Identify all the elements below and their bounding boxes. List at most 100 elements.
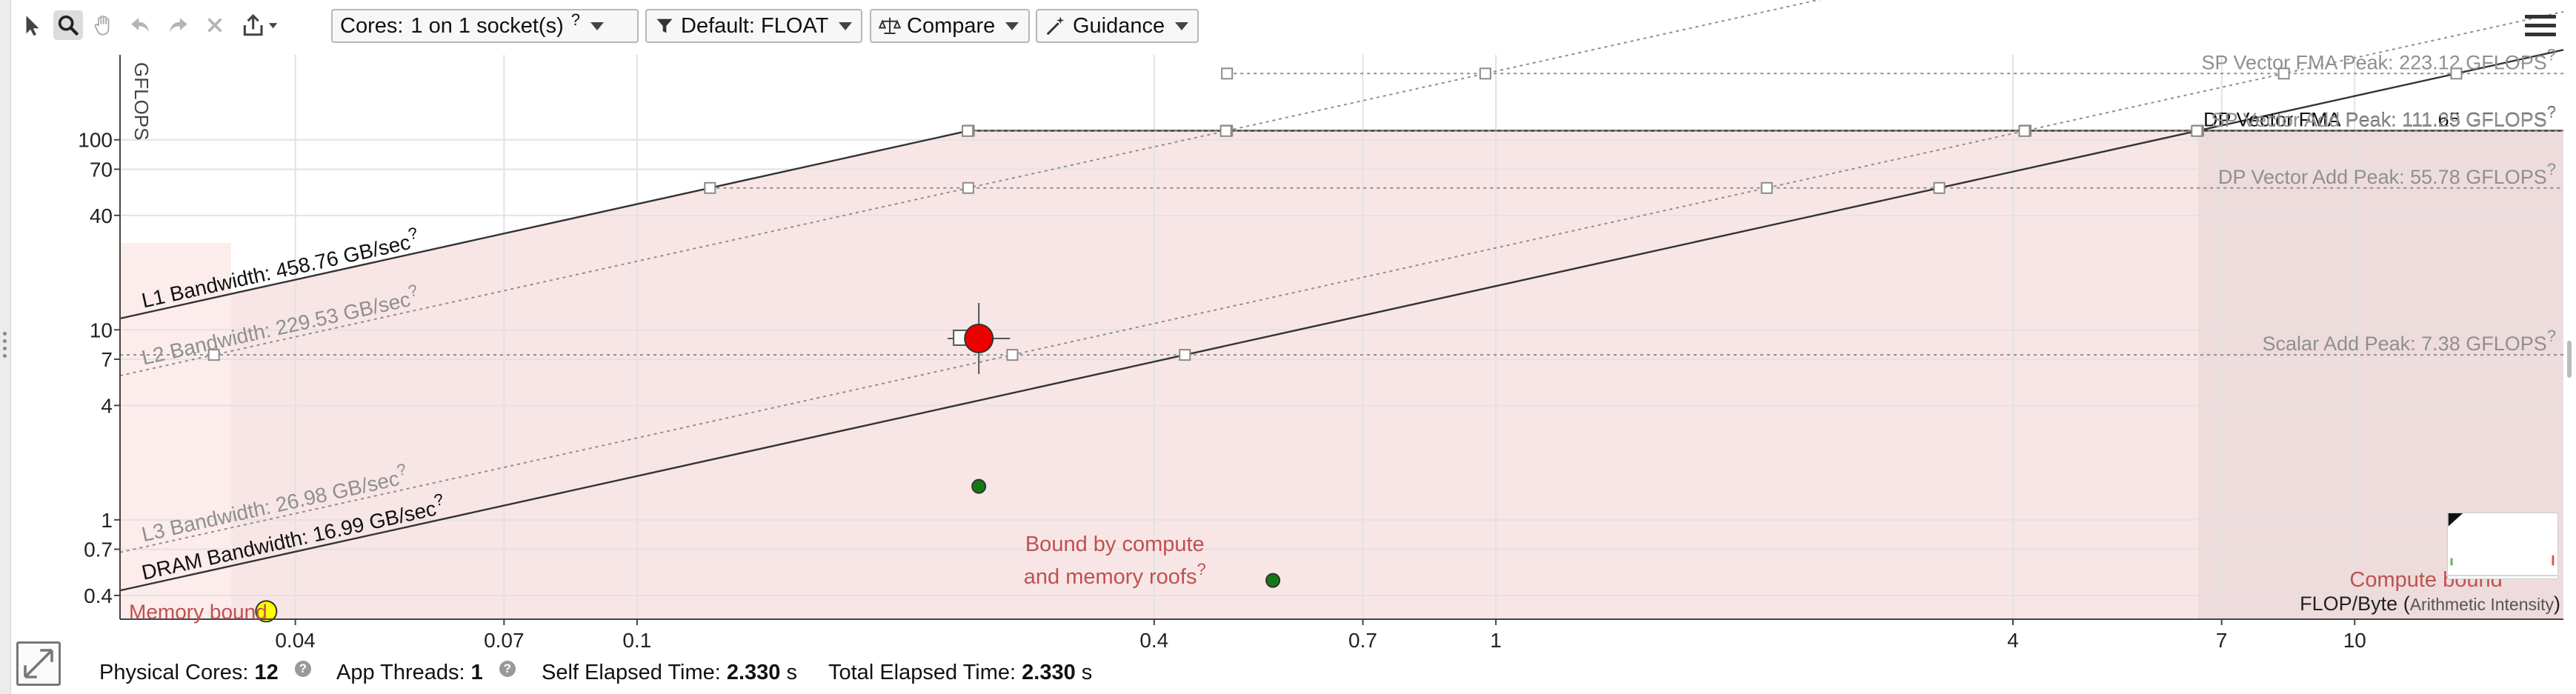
y-tick-label: 100 xyxy=(78,129,113,152)
splitter-grip-icon xyxy=(3,332,7,361)
chart-axes: 0.4 0.7 1 4 7 10 40 70 100 0.04 0.07 0.1 0.4 0.7 1 4 7 10… xyxy=(78,55,2563,652)
roof-handle xyxy=(962,124,974,137)
filter-value: Default: FLOAT xyxy=(681,13,829,38)
total-time-unit: s xyxy=(1081,661,1093,684)
export-icon[interactable] xyxy=(236,10,287,40)
guidance-label: Guidance xyxy=(1073,13,1165,38)
compute-roof-label: DP Vector FMA Peak: 111.65 GFLOPS? xyxy=(2203,102,2556,130)
roofline-region xyxy=(120,130,2563,620)
filter-icon xyxy=(656,19,673,33)
self-time-unit: s xyxy=(786,661,798,684)
both-bound-label-line2: and memory roofs? xyxy=(1024,560,1206,589)
clear-icon[interactable] xyxy=(200,10,230,40)
compute-roof-label-text: Scalar Add Peak: 7.38 GFLOPS xyxy=(2263,333,2547,355)
x-axis-title-sub: Arithmetic Intensity xyxy=(2410,595,2555,614)
roof-handle xyxy=(1933,181,1946,194)
chart-points xyxy=(255,303,1281,623)
both-bound-help-icon: ? xyxy=(1197,560,1205,578)
x-tick-label: 1 xyxy=(1490,629,1502,652)
filter-dropdown[interactable]: Default: FLOAT xyxy=(645,9,862,43)
roof-handle xyxy=(962,181,974,194)
roof-handle xyxy=(1760,181,1773,194)
x-tick-label: 0.7 xyxy=(1348,629,1377,652)
loop-point xyxy=(1265,573,1281,588)
physical-cores-help-icon[interactable]: ? xyxy=(294,661,311,678)
app-threads-status: App Threads: 1 ? xyxy=(336,661,516,685)
toolbar: Cores: 1 on 1 socket(s) ? Default: FLOAT… xyxy=(15,4,2563,47)
roof-handle xyxy=(2450,67,2463,80)
chevron-down-icon xyxy=(1175,21,1189,30)
cores-dropdown[interactable]: Cores: 1 on 1 socket(s) ? xyxy=(331,9,639,43)
physical-cores-label: Physical Cores: xyxy=(99,661,249,684)
pan-hand-icon[interactable] xyxy=(89,10,119,40)
compute-roof-label: DP Vector Add Peak: 55.78 GFLOPS? xyxy=(2218,160,2556,188)
redo-icon[interactable] xyxy=(163,10,193,40)
compute-roof-help-icon: ? xyxy=(2547,102,2556,121)
chart-minimap[interactable] xyxy=(2447,513,2558,579)
y-tick-label: 40 xyxy=(90,204,113,227)
roof-handle xyxy=(1221,67,1234,80)
roof-handle xyxy=(2191,124,2203,137)
guidance-dropdown[interactable]: Guidance xyxy=(1036,9,1199,43)
x-tick-label: 7 xyxy=(2216,629,2228,652)
self-time-status: Self Elapsed Time: 2.330 s xyxy=(542,661,797,685)
self-time-label: Self Elapsed Time: xyxy=(542,661,721,684)
zoom-icon[interactable] xyxy=(53,10,83,40)
roof-handle xyxy=(1479,67,1491,80)
x-tick-label: 0.4 xyxy=(1139,629,1168,652)
cores-label: Cores: xyxy=(340,13,404,38)
physical-cores-status: Physical Cores: 12 ? xyxy=(99,661,311,685)
x-tick-label: 0.1 xyxy=(622,629,651,652)
undo-icon[interactable] xyxy=(126,10,156,40)
y-tick-label: 4 xyxy=(101,394,113,417)
chevron-down-icon xyxy=(590,21,604,30)
magic-wand-icon xyxy=(1046,16,1065,36)
compute-roof-label: Scalar Add Peak: 7.38 GFLOPS? xyxy=(2263,327,2556,355)
expand-button[interactable] xyxy=(16,641,61,686)
side-panel-splitter[interactable] xyxy=(0,0,11,694)
y-tick-label: 1 xyxy=(101,509,113,532)
y-tick-label: 7 xyxy=(101,348,113,371)
compute-roof-label: SP Vector FMA Peak: 223.12 GFLOPS? xyxy=(2202,45,2557,73)
roof-handle xyxy=(1179,349,1191,361)
app-threads-help-icon[interactable]: ? xyxy=(499,661,516,678)
chart-roofs xyxy=(119,0,2564,592)
compute-roof-help-icon: ? xyxy=(2547,160,2556,178)
memory-roof-help-icon: ? xyxy=(432,490,445,510)
memory-bound-label: Memory bound xyxy=(129,600,267,623)
status-bar: Physical Cores: 12 ? App Threads: 1 ? Se… xyxy=(0,652,2576,694)
app-threads-label: App Threads: xyxy=(336,661,465,684)
roof-handle xyxy=(2277,67,2290,80)
hamburger-menu-icon[interactable] xyxy=(2525,15,2556,41)
compute-roof-help-icon: ? xyxy=(2547,103,2556,121)
memory-roof-line xyxy=(119,49,2564,592)
roof-handle xyxy=(2018,124,2031,137)
compare-dropdown[interactable]: Compare xyxy=(870,9,1030,43)
vertical-scrollbar[interactable] xyxy=(2567,341,2572,378)
roof-handles xyxy=(207,67,2463,361)
roof-handle xyxy=(1006,349,1019,361)
memory-roof-help-icon: ? xyxy=(407,281,419,301)
chevron-down-icon xyxy=(839,21,853,30)
loop-point xyxy=(255,600,278,623)
both-bound-label-text: and memory roofs xyxy=(1024,565,1197,589)
loop-point xyxy=(964,324,994,354)
expand-icon xyxy=(24,649,53,678)
x-axis-title-close: ) xyxy=(2554,593,2560,615)
x-axis-title: FLOP/Byte (Arithmetic Intensity) xyxy=(2300,593,2560,615)
x-tick-label: 4 xyxy=(2007,629,2019,652)
memory-roof-line xyxy=(119,130,969,320)
compute-roof-label-text: DP Vector Add Peak: 55.78 GFLOPS xyxy=(2218,166,2547,188)
y-tick-label: 10 xyxy=(90,318,113,341)
compare-label: Compare xyxy=(907,13,996,38)
chart-gridlines xyxy=(120,55,2563,619)
total-time-status: Total Elapsed Time: 2.330 s xyxy=(828,661,1092,685)
cores-help-icon[interactable]: ? xyxy=(570,10,580,29)
pointer-icon[interactable] xyxy=(18,10,47,40)
total-time-value: 2.330 xyxy=(1022,661,1076,684)
compute-roof-label-text: SP Vector Add Peak: 111.29 GFLOPS xyxy=(2211,109,2546,131)
x-axis-title-main: FLOP/Byte ( xyxy=(2300,593,2410,615)
y-tick-label: 70 xyxy=(90,158,113,181)
